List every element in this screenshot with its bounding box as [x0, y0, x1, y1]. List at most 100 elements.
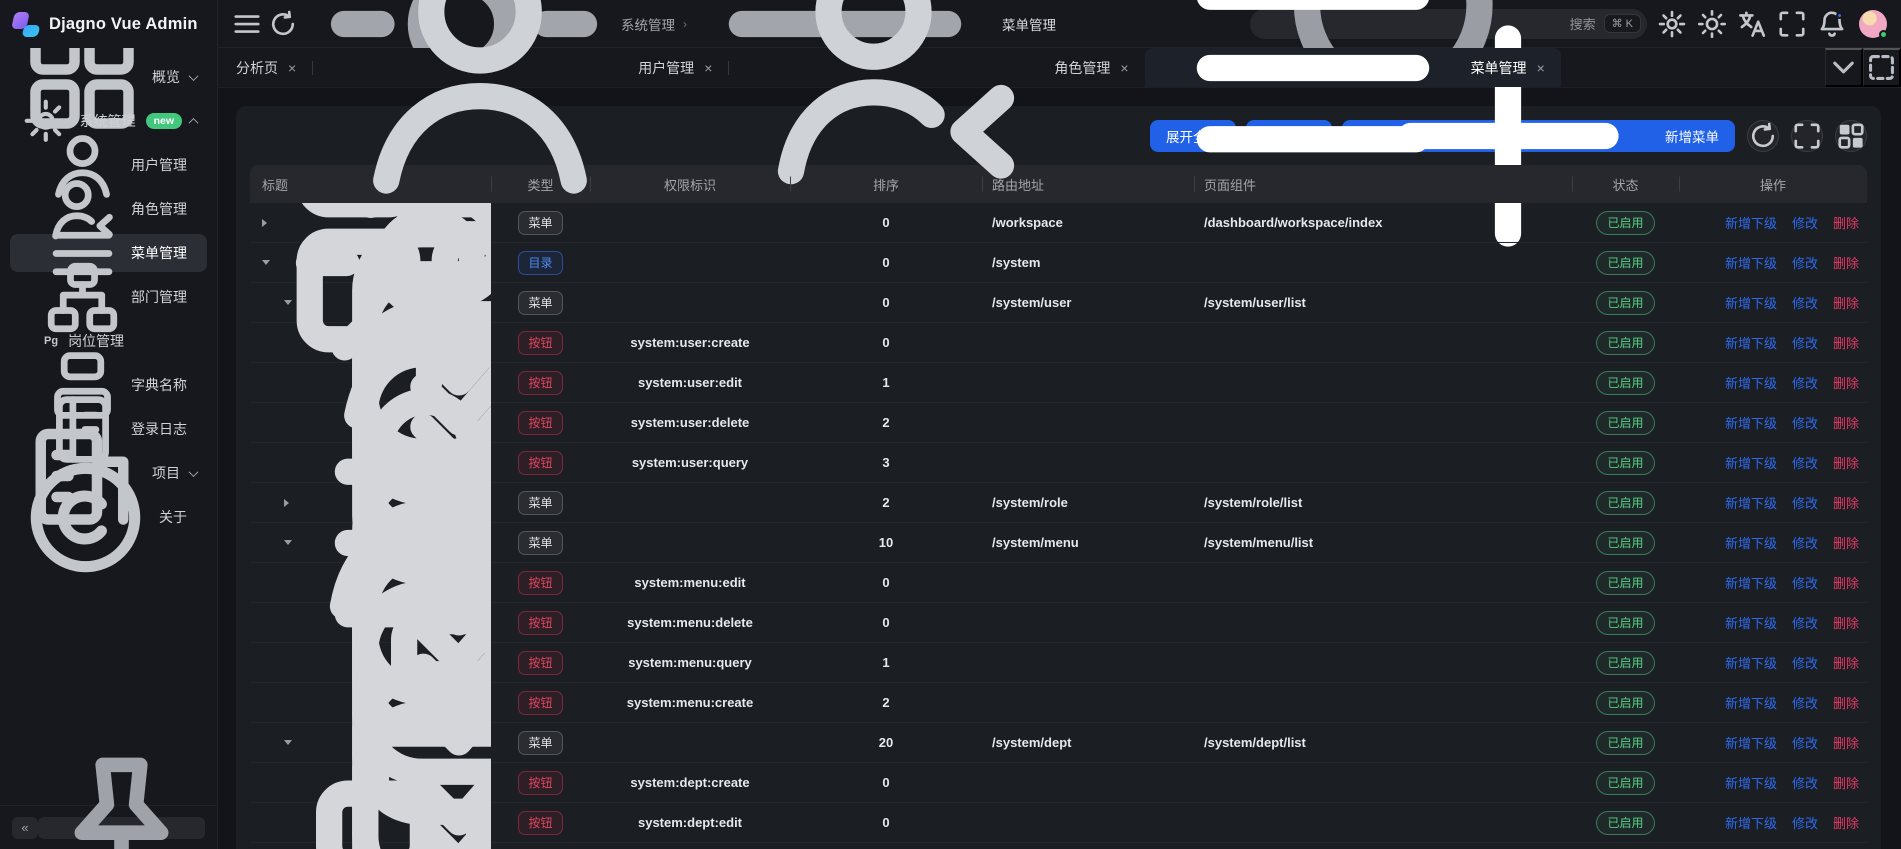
tabs-maximize-button[interactable]	[1863, 48, 1901, 87]
add-child-link[interactable]: 新增下级	[1725, 533, 1777, 552]
add-child-link[interactable]: 新增下级	[1725, 453, 1777, 472]
delete-link[interactable]: 删除	[1833, 613, 1859, 632]
refresh-icon	[1748, 121, 1778, 151]
sidebar-pin-button[interactable]	[38, 817, 205, 839]
delete-link[interactable]: 删除	[1833, 533, 1859, 552]
delete-link[interactable]: 删除	[1833, 813, 1859, 832]
delete-link[interactable]: 删除	[1833, 253, 1859, 272]
table-body: 概览 菜单 0 /workspace /dashboard/workspace/…	[250, 203, 1867, 849]
type-badge: 按钮	[518, 651, 562, 675]
edit-link[interactable]: 修改	[1792, 413, 1818, 432]
tabs-dropdown-button[interactable]	[1825, 48, 1863, 87]
tab[interactable]: 菜单管理 ×	[1145, 48, 1561, 87]
sidebar-item[interactable]: 部门管理	[10, 278, 207, 316]
cell-order: 0	[790, 815, 982, 830]
edit-link[interactable]: 修改	[1792, 453, 1818, 472]
add-child-link[interactable]: 新增下级	[1725, 373, 1777, 392]
delete-link[interactable]: 删除	[1833, 773, 1859, 792]
add-child-link[interactable]: 新增下级	[1725, 693, 1777, 712]
sidebar-item[interactable]: 关于	[10, 498, 207, 536]
edit-link[interactable]: 修改	[1792, 653, 1818, 672]
tab-close-icon[interactable]: ×	[702, 59, 714, 77]
add-child-link[interactable]: 新增下级	[1725, 773, 1777, 792]
table-fullscreen-button[interactable]	[1791, 120, 1823, 152]
add-child-link[interactable]: 新增下级	[1725, 333, 1777, 352]
tab-close-icon[interactable]: ×	[1118, 59, 1130, 77]
cell-order: 3	[790, 455, 982, 470]
add-child-link[interactable]: 新增下级	[1725, 213, 1777, 232]
edit-link[interactable]: 修改	[1792, 693, 1818, 712]
sidebar-item[interactable]: 概览	[10, 58, 207, 96]
edit-link[interactable]: 修改	[1792, 573, 1818, 592]
cell-status: 已启用	[1572, 811, 1679, 835]
edit-link[interactable]: 修改	[1792, 733, 1818, 752]
type-badge: 按钮	[518, 571, 562, 595]
fullscreen-button[interactable]	[1777, 9, 1807, 39]
edit-link[interactable]: 修改	[1792, 293, 1818, 312]
add-child-link[interactable]: 新增下级	[1725, 653, 1777, 672]
edit-link[interactable]: 修改	[1792, 493, 1818, 512]
add-child-link[interactable]: 新增下级	[1725, 293, 1777, 312]
edit-link[interactable]: 修改	[1792, 373, 1818, 392]
chevron-icon	[189, 467, 199, 477]
tab[interactable]: 用户管理 ×	[312, 48, 728, 87]
edit-link[interactable]: 修改	[1792, 213, 1818, 232]
edit-link[interactable]: 修改	[1792, 333, 1818, 352]
sidebar-footer: «	[0, 805, 217, 849]
tab-close-icon[interactable]: ×	[1535, 59, 1547, 77]
new-badge: new	[146, 113, 182, 129]
settings-button[interactable]	[1657, 9, 1687, 39]
delete-link[interactable]: 删除	[1833, 573, 1859, 592]
delete-link[interactable]: 删除	[1833, 413, 1859, 432]
edit-link[interactable]: 修改	[1792, 613, 1818, 632]
table-refresh-button[interactable]	[1747, 120, 1779, 152]
delete-link[interactable]: 删除	[1833, 493, 1859, 512]
delete-link[interactable]: 删除	[1833, 373, 1859, 392]
add-child-link[interactable]: 新增下级	[1725, 253, 1777, 272]
edit-link[interactable]: 修改	[1792, 773, 1818, 792]
edit-link[interactable]: 修改	[1792, 813, 1818, 832]
cell-order: 1	[790, 655, 982, 670]
add-child-link[interactable]: 新增下级	[1725, 573, 1777, 592]
delete-link[interactable]: 删除	[1833, 693, 1859, 712]
add-child-link[interactable]: 新增下级	[1725, 733, 1777, 752]
hamburger-icon	[232, 9, 262, 39]
cell-status: 已启用	[1572, 771, 1679, 795]
cell-order: 0	[790, 775, 982, 790]
language-button[interactable]	[1737, 9, 1767, 39]
delete-link[interactable]: 删除	[1833, 653, 1859, 672]
tab[interactable]: 分析页 ×	[218, 48, 312, 87]
row-icon	[324, 673, 491, 849]
status-badge: 已启用	[1596, 771, 1654, 795]
delete-link[interactable]: 删除	[1833, 333, 1859, 352]
edit-link[interactable]: 修改	[1792, 533, 1818, 552]
add-child-link[interactable]: 新增下级	[1725, 813, 1777, 832]
delete-link[interactable]: 删除	[1833, 293, 1859, 312]
tab[interactable]: 角色管理 ×	[728, 48, 1144, 87]
sidebar-collapse-button[interactable]: «	[12, 817, 38, 839]
cell-actions: 新增下级 修改 删除	[1679, 293, 1867, 312]
delete-link[interactable]: 删除	[1833, 453, 1859, 472]
column-settings-button[interactable]	[1835, 120, 1867, 152]
cell-type: 按钮	[491, 411, 590, 435]
theme-toggle-button[interactable]	[1697, 9, 1727, 39]
hamburger-menu-button[interactable]	[232, 9, 262, 39]
page-refresh-button[interactable]	[268, 9, 298, 39]
table-row: 新增 按钮 system:dept:create 0 已启用	[250, 763, 1867, 803]
add-child-link[interactable]: 新增下级	[1725, 613, 1777, 632]
cell-permission: system:user:create	[590, 335, 790, 350]
user-avatar[interactable]	[1859, 10, 1887, 38]
tab-close-icon[interactable]: ×	[286, 59, 298, 77]
delete-link[interactable]: 删除	[1833, 733, 1859, 752]
cell-permission: system:dept:create	[590, 775, 790, 790]
add-child-link[interactable]: 新增下级	[1725, 493, 1777, 512]
edit-link[interactable]: 修改	[1792, 253, 1818, 272]
notifications-button[interactable]	[1817, 9, 1847, 39]
cell-route: /system	[982, 255, 1194, 270]
add-child-link[interactable]: 新增下级	[1725, 413, 1777, 432]
cell-component: /system/dept/list	[1194, 735, 1572, 750]
cell-order: 0	[790, 335, 982, 350]
cell-type: 目录	[491, 251, 590, 275]
delete-link[interactable]: 删除	[1833, 213, 1859, 232]
table-row: 删除 按钮 system:menu:delete 0 已启用	[250, 603, 1867, 643]
